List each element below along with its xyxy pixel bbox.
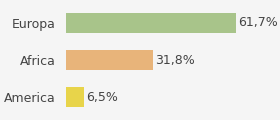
Bar (66, 13, 235, 33)
Text: 61,7%: 61,7% (238, 16, 277, 29)
Text: 31,8%: 31,8% (155, 54, 195, 66)
Bar (66, 87, 83, 107)
Text: 6,5%: 6,5% (86, 91, 118, 104)
Bar (66, 50, 153, 70)
